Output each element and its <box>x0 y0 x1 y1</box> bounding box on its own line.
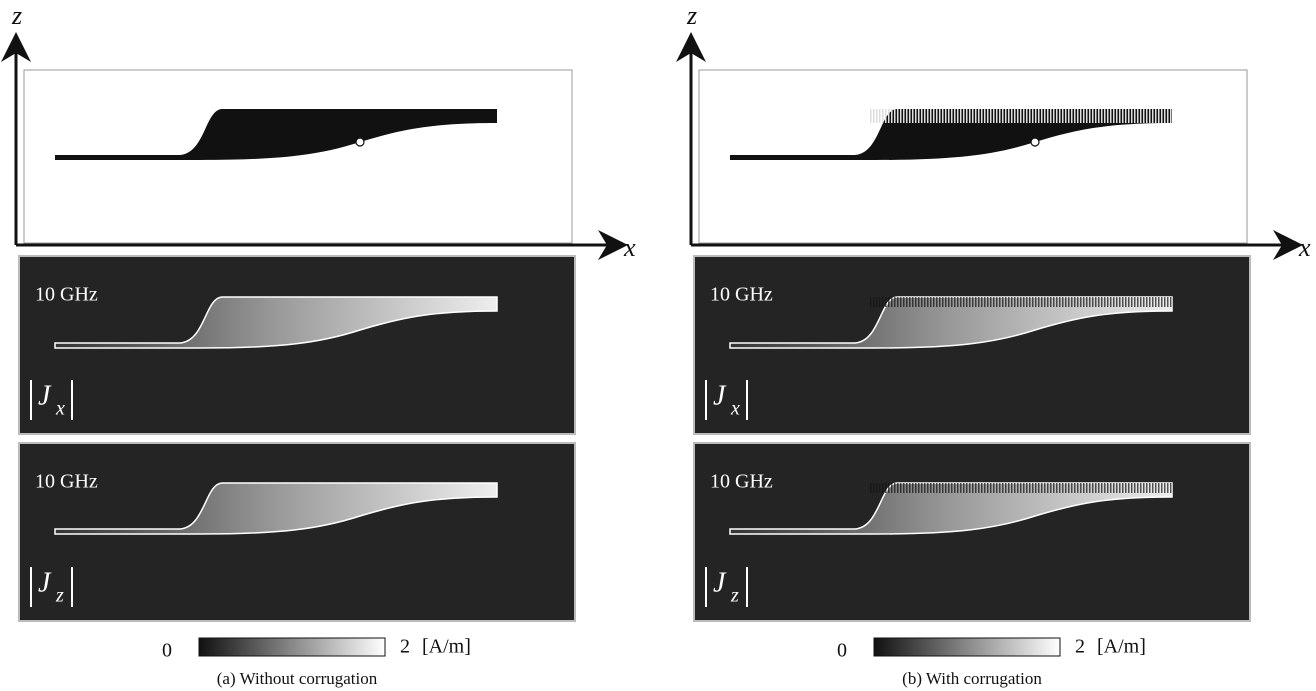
colorbar-unit: [A/m] <box>422 636 471 658</box>
caption: (a) Without corrugation <box>217 669 378 688</box>
colorbar <box>874 638 1060 656</box>
figure: z x 10 GHz Jx 10 GHz Jz 0 2 [A/m] (a) Without cor… <box>0 0 1316 691</box>
component-label: x <box>730 398 740 420</box>
feed-point <box>356 138 364 146</box>
frequency-label: 10 GHz <box>710 284 773 306</box>
colorbar-min: 0 <box>162 640 172 662</box>
axis-label: x <box>1298 233 1311 262</box>
corrugation <box>870 483 1172 493</box>
colorbar-min: 0 <box>837 640 847 662</box>
antenna <box>55 109 497 160</box>
quantity-label: J <box>38 380 52 411</box>
frequency-label: 10 GHz <box>710 471 773 493</box>
corrugation <box>870 109 1172 123</box>
colorbar-unit: [A/m] <box>1097 636 1146 658</box>
frequency-label: 10 GHz <box>35 284 98 306</box>
quantity-label: J <box>713 567 727 598</box>
component-label: x <box>55 398 65 420</box>
colorbar-max: 2 <box>1075 636 1085 658</box>
caption: (b) With corrugation <box>902 669 1042 688</box>
axis-label: x <box>623 233 636 262</box>
component-label: z <box>55 585 64 607</box>
feed-point <box>1031 138 1039 146</box>
quantity-label: J <box>713 380 727 411</box>
axis-label: z <box>686 1 697 30</box>
colorbar <box>199 638 385 656</box>
corrugation <box>870 297 1172 307</box>
axis-label: z <box>11 1 22 30</box>
frequency-label: 10 GHz <box>35 471 98 493</box>
colorbar-max: 2 <box>400 636 410 658</box>
component-label: z <box>730 585 739 607</box>
quantity-label: J <box>38 567 52 598</box>
